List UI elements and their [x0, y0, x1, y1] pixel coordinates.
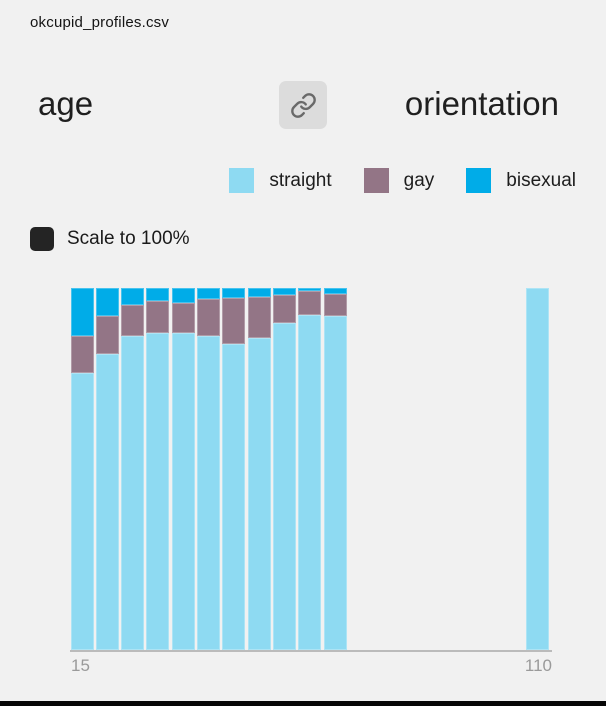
bar-segment-bisexual[interactable] [323, 288, 347, 294]
legend-label: bisexual [506, 169, 576, 191]
bar-segment-bisexual[interactable] [146, 288, 170, 302]
bar-segment-straight[interactable] [197, 335, 220, 650]
x-axis-line [70, 650, 552, 652]
bar-segment-straight[interactable] [70, 372, 94, 650]
bar-column[interactable] [247, 288, 271, 650]
bar-column[interactable] [70, 288, 94, 650]
bar-segment-bisexual[interactable] [298, 288, 322, 292]
bar-column[interactable] [121, 288, 145, 650]
bar-segment-gay[interactable] [197, 299, 220, 336]
field-title-age[interactable]: age [38, 85, 94, 122]
bar-segment-gay[interactable] [121, 305, 145, 336]
field-title-orientation[interactable]: orientation [404, 85, 559, 122]
legend-swatch [229, 168, 255, 193]
bar-column[interactable] [95, 288, 119, 650]
bar-segment-straight[interactable] [95, 353, 119, 650]
bar-segment-straight[interactable] [171, 333, 195, 650]
legend-label: straight [269, 169, 332, 191]
link-fields-button[interactable] [279, 81, 327, 129]
bar-segment-bisexual[interactable] [171, 288, 195, 304]
window-bottom-edge [0, 701, 606, 706]
bar-segment-bisexual[interactable] [95, 288, 119, 316]
bar-segment-gay[interactable] [95, 315, 119, 354]
link-icon [290, 92, 317, 119]
legend-label: gay [403, 169, 435, 191]
bar-column[interactable] [298, 288, 322, 650]
bar-segment-gay[interactable] [323, 293, 347, 317]
legend: straight gay bisexual [229, 168, 576, 193]
bar-segment-straight[interactable] [323, 316, 347, 650]
bar-column[interactable] [197, 288, 220, 650]
bar-segment-gay[interactable] [171, 303, 195, 334]
scale-to-100-control[interactable]: Scale to 100% [30, 227, 190, 251]
bar-segment-straight[interactable] [146, 332, 170, 650]
bar-column[interactable] [222, 288, 246, 650]
bar-segment-straight[interactable] [298, 315, 322, 650]
bar-segment-gay[interactable] [70, 335, 94, 373]
plot-area [0, 288, 606, 650]
bar-segment-gay[interactable] [272, 294, 296, 323]
x-tick-max: 110 [524, 656, 552, 675]
bar-column[interactable] [323, 288, 347, 650]
bar-segment-straight[interactable] [121, 335, 145, 650]
bar-segment-straight[interactable] [247, 337, 271, 650]
bar-segment-bisexual[interactable] [222, 288, 246, 298]
bar-segment-bisexual[interactable] [247, 288, 271, 298]
bar-segment-bisexual[interactable] [197, 288, 220, 300]
bar-segment-straight[interactable] [272, 322, 296, 650]
x-tick-min: 15 [71, 656, 90, 675]
legend-swatch [466, 168, 492, 193]
scale-checkbox-label: Scale to 100% [67, 228, 190, 249]
bar-column[interactable] [171, 288, 195, 650]
legend-item-gay: gay [363, 168, 435, 193]
file-name: okcupid_profiles.csv [30, 14, 170, 31]
legend-swatch [363, 168, 389, 193]
bar-segment-straight[interactable] [525, 288, 549, 650]
bar-column[interactable] [525, 288, 549, 650]
bar-column[interactable] [272, 288, 296, 650]
bar-segment-gay[interactable] [247, 297, 271, 338]
scale-checkbox[interactable] [30, 227, 54, 251]
bar-segment-bisexual[interactable] [121, 288, 145, 306]
bar-segment-gay[interactable] [222, 297, 246, 345]
bar-column[interactable] [146, 288, 170, 650]
legend-item-straight: straight [229, 168, 332, 193]
legend-item-bisexual: bisexual [466, 168, 576, 193]
bar-segment-bisexual[interactable] [70, 288, 94, 336]
bar-segment-gay[interactable] [146, 301, 170, 333]
bar-segment-gay[interactable] [298, 291, 322, 316]
bar-segment-bisexual[interactable] [272, 288, 296, 295]
bar-segment-straight[interactable] [222, 344, 246, 650]
